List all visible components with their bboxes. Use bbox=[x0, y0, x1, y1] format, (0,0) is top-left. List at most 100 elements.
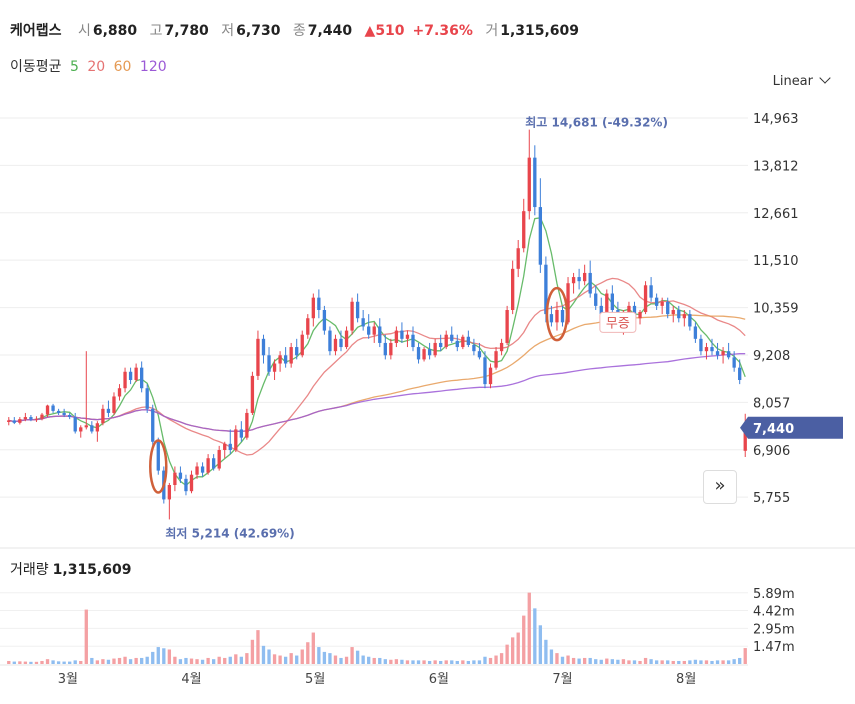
scroll-to-latest-button[interactable]: » bbox=[703, 470, 737, 504]
volume-bar bbox=[461, 660, 465, 664]
volume-bar bbox=[505, 644, 509, 664]
price-tick-label: 12,661 bbox=[753, 207, 799, 222]
candle-body bbox=[483, 357, 487, 385]
candle-body bbox=[350, 301, 354, 331]
volume-bar bbox=[245, 653, 249, 664]
volume-bar bbox=[300, 649, 304, 664]
candle-body bbox=[101, 408, 105, 424]
volume-bar bbox=[140, 657, 144, 664]
scale-dropdown[interactable]: Linear bbox=[773, 72, 831, 89]
candle-body bbox=[427, 349, 432, 356]
candle-body bbox=[333, 338, 338, 352]
volume-bar bbox=[738, 657, 742, 664]
volume-label: 거 bbox=[485, 23, 499, 39]
candle-body bbox=[184, 478, 188, 492]
volume-bar bbox=[206, 657, 210, 664]
candle-body bbox=[211, 458, 216, 469]
volume-bar bbox=[333, 655, 338, 664]
price-tick-label: 8,057 bbox=[753, 396, 790, 411]
ma-line-5 bbox=[8, 217, 746, 487]
candle-body bbox=[610, 293, 614, 310]
volume-bar bbox=[84, 609, 88, 664]
candle-body bbox=[261, 338, 266, 356]
candle-body bbox=[677, 310, 681, 319]
volume-bar bbox=[272, 654, 277, 664]
volume-bar bbox=[156, 647, 160, 664]
volume-bar bbox=[494, 655, 498, 664]
candle-body bbox=[56, 410, 61, 413]
candle-body bbox=[267, 355, 271, 372]
candle-body bbox=[84, 425, 88, 428]
candle-body bbox=[145, 388, 149, 409]
candle-body bbox=[511, 268, 515, 310]
volume-bar bbox=[688, 660, 692, 664]
volume-bar bbox=[145, 656, 149, 664]
candle-body bbox=[439, 342, 443, 348]
volume-bar bbox=[339, 657, 343, 664]
candle-body bbox=[588, 272, 592, 294]
candle-body bbox=[178, 472, 183, 479]
month-label: 6월 bbox=[429, 672, 449, 687]
volume-bar bbox=[79, 660, 83, 664]
candle-body bbox=[605, 293, 609, 315]
volume-bar bbox=[582, 657, 587, 664]
volume-bar bbox=[488, 657, 493, 664]
candle-body bbox=[90, 425, 94, 432]
volume-bar bbox=[693, 659, 698, 664]
volume-bar bbox=[411, 660, 415, 664]
volume-bar bbox=[555, 653, 559, 664]
candle-body bbox=[328, 330, 332, 352]
moving-average-lines bbox=[8, 217, 746, 487]
volume-bar bbox=[605, 658, 609, 664]
volume-bar bbox=[677, 660, 681, 664]
candle-body bbox=[361, 318, 365, 327]
candle-body bbox=[461, 336, 465, 348]
candle-body bbox=[339, 338, 343, 348]
candle-body bbox=[228, 443, 232, 450]
candle-body bbox=[372, 326, 376, 335]
volume-bar bbox=[477, 660, 482, 664]
candle-body bbox=[682, 314, 686, 319]
volume-tick-label: 2.95m bbox=[753, 622, 795, 637]
candle-body bbox=[444, 334, 448, 348]
volume-bar bbox=[267, 649, 271, 664]
volume-bar bbox=[151, 651, 155, 664]
volume-bar bbox=[45, 659, 50, 664]
candle-body bbox=[295, 347, 299, 356]
volume-bar bbox=[643, 657, 648, 664]
volume-bar bbox=[383, 659, 387, 664]
chart-markers: 최고 14,681 (-49.32%) 최저 5,214 (42.69%) 7,44… bbox=[149, 115, 843, 540]
volume-bar bbox=[200, 659, 205, 664]
candle-body bbox=[278, 355, 282, 364]
volume-bar bbox=[732, 659, 736, 664]
current-price-tag bbox=[740, 416, 843, 439]
volume-bar bbox=[189, 658, 194, 664]
volume-bar bbox=[405, 660, 410, 664]
volume-title-value: 1,315,609 bbox=[52, 562, 132, 578]
candle-body bbox=[151, 408, 155, 442]
candle-body bbox=[23, 417, 28, 420]
volume-bar bbox=[322, 651, 327, 664]
moving-average-legend[interactable]: 이동평균 5 20 60 120 bbox=[10, 56, 171, 76]
volume-bar bbox=[73, 660, 77, 664]
volume-bar bbox=[433, 660, 437, 664]
volume-bar bbox=[627, 660, 631, 664]
quote-header: 케어랩스 시 6,880 고 7,780 저 6,730 종 7,440 ▲510 +7.… bbox=[10, 20, 587, 40]
price-tick-label: 6,906 bbox=[753, 444, 790, 459]
candle-body bbox=[671, 310, 675, 315]
close-value: 7,440 bbox=[307, 23, 353, 39]
candle-body bbox=[306, 318, 310, 335]
volume-bar bbox=[538, 625, 543, 664]
candle-body bbox=[405, 334, 410, 339]
volume-bar bbox=[588, 657, 592, 664]
volume-bar bbox=[355, 650, 360, 664]
candle-body bbox=[599, 305, 603, 315]
ma-label: 이동평균 bbox=[10, 59, 62, 75]
candle-body bbox=[123, 371, 127, 389]
volume-bar bbox=[278, 655, 282, 664]
volume-bar bbox=[317, 647, 321, 664]
candle-body bbox=[79, 427, 83, 432]
volume-bar bbox=[295, 655, 299, 664]
candle-body bbox=[666, 301, 670, 315]
